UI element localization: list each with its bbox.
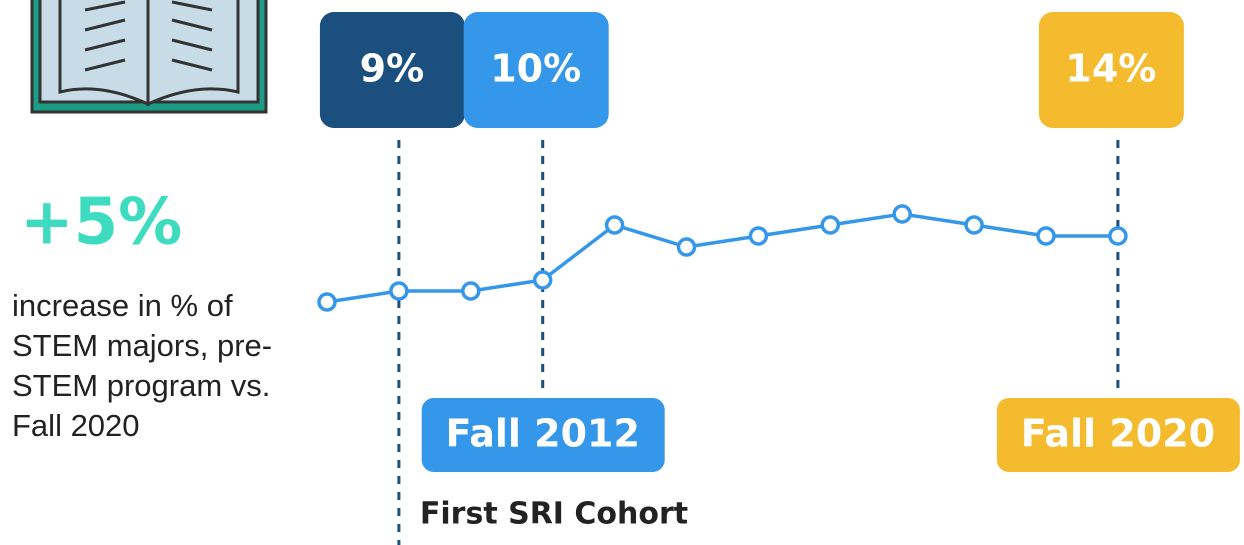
headline: +5% bbox=[20, 186, 182, 260]
data-point bbox=[461, 281, 481, 301]
value-label: 9% bbox=[360, 47, 425, 91]
data-point bbox=[1108, 226, 1128, 246]
annotation-label: First SRI Cohort bbox=[420, 497, 688, 532]
book-icon bbox=[30, 0, 268, 114]
data-point bbox=[676, 237, 697, 257]
data-point bbox=[1036, 226, 1056, 246]
annotation-box bbox=[996, 398, 1240, 472]
data-point bbox=[892, 204, 912, 224]
annotation-label: Fall 2012 bbox=[445, 412, 639, 456]
description: increase in % of STEM majors, pre-STEM p… bbox=[12, 288, 273, 443]
value-callout bbox=[463, 12, 609, 128]
data-point bbox=[317, 292, 337, 312]
annotation-box bbox=[421, 398, 665, 472]
data-point bbox=[532, 270, 553, 290]
data-point bbox=[604, 215, 625, 235]
data-point bbox=[748, 226, 769, 246]
annotation-label: Fall 2020 bbox=[1021, 412, 1215, 456]
data-point bbox=[964, 215, 984, 235]
value-label: 10% bbox=[490, 47, 581, 91]
data-point bbox=[389, 281, 409, 301]
value-callout bbox=[1038, 12, 1184, 128]
value-label: 14% bbox=[1065, 47, 1156, 91]
data-line bbox=[326, 212, 1118, 304]
data-point bbox=[820, 215, 841, 235]
value-callout bbox=[319, 12, 465, 128]
